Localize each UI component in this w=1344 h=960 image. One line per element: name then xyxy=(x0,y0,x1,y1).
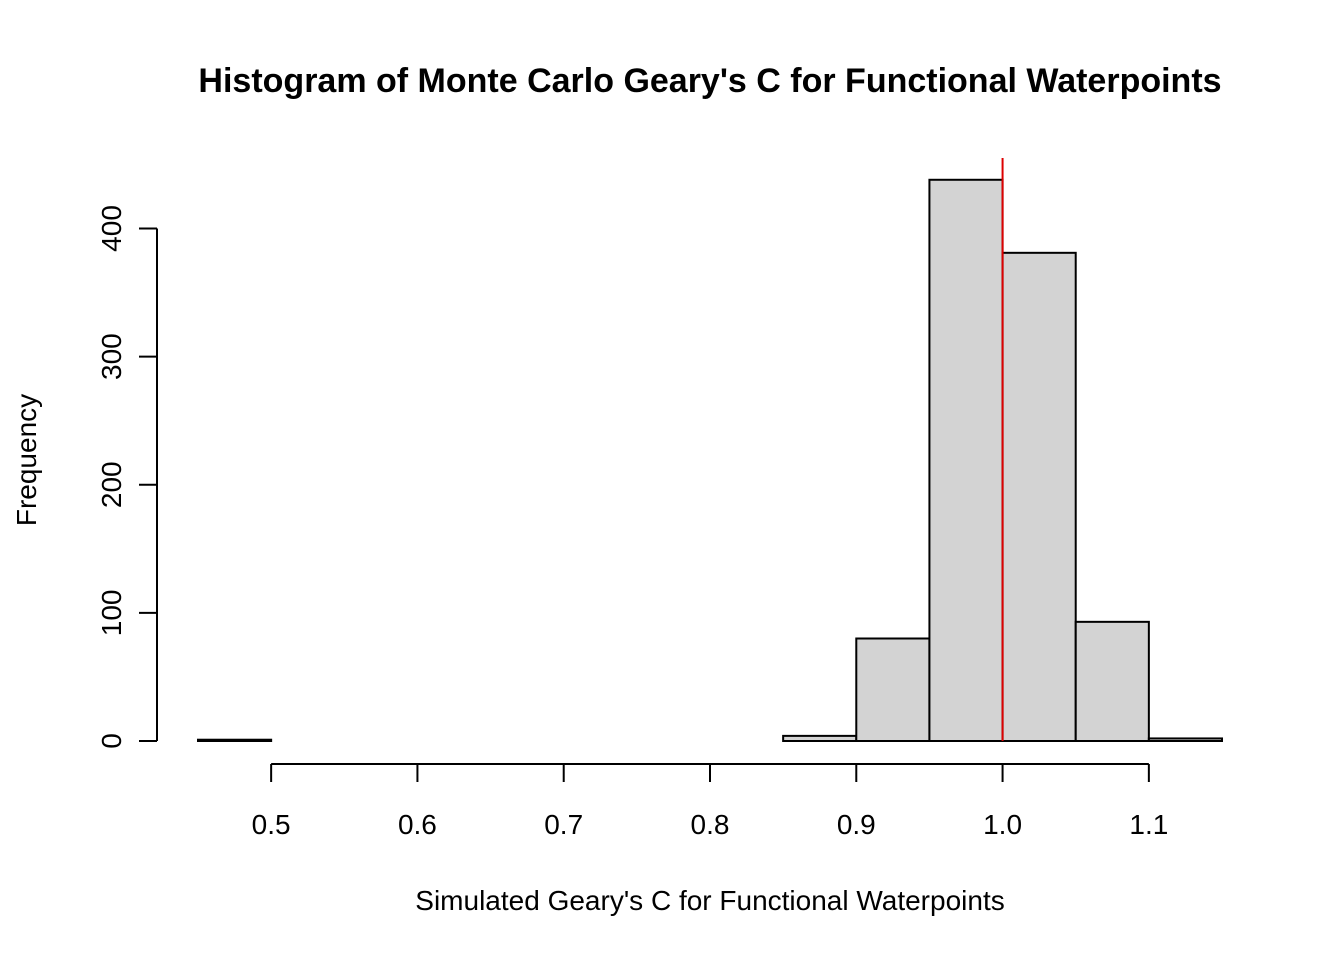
histogram-bar-8 xyxy=(782,734,858,742)
x-tick-label-6: 1.1 xyxy=(1129,809,1168,840)
histogram-bar-0 xyxy=(197,738,273,743)
x-axis-label: Simulated Geary's C for Functional Water… xyxy=(415,885,1004,916)
x-tick-label-3: 0.8 xyxy=(691,809,730,840)
y-axis-label: Frequency xyxy=(11,394,42,526)
y-tick-label-4: 400 xyxy=(96,205,127,252)
histogram-bar-10 xyxy=(928,178,1004,743)
histogram-bars xyxy=(197,178,1224,743)
y-tick-label-2: 200 xyxy=(96,461,127,508)
histogram-bar-13 xyxy=(1147,737,1224,743)
chart-title: Histogram of Monte Carlo Geary's C for F… xyxy=(198,62,1221,100)
y-tick-label-0: 0 xyxy=(96,733,127,749)
x-tick-label-0: 0.5 xyxy=(252,809,291,840)
x-tick-label-5: 1.0 xyxy=(983,809,1022,840)
x-tick-label-1: 0.6 xyxy=(398,809,437,840)
y-tick-label-1: 100 xyxy=(96,590,127,637)
x-tick-label-2: 0.7 xyxy=(544,809,583,840)
histogram-bar-9 xyxy=(855,637,931,742)
histogram-bar-11 xyxy=(1001,251,1077,742)
x-tick-label-4: 0.9 xyxy=(837,809,876,840)
y-tick-label-3: 300 xyxy=(96,333,127,380)
histogram-bar-12 xyxy=(1074,620,1150,742)
y-axis: 0 100 200 300 400 xyxy=(96,205,158,749)
x-axis: 0.5 0.6 0.7 0.8 0.9 1.0 1.1 xyxy=(252,763,1168,840)
